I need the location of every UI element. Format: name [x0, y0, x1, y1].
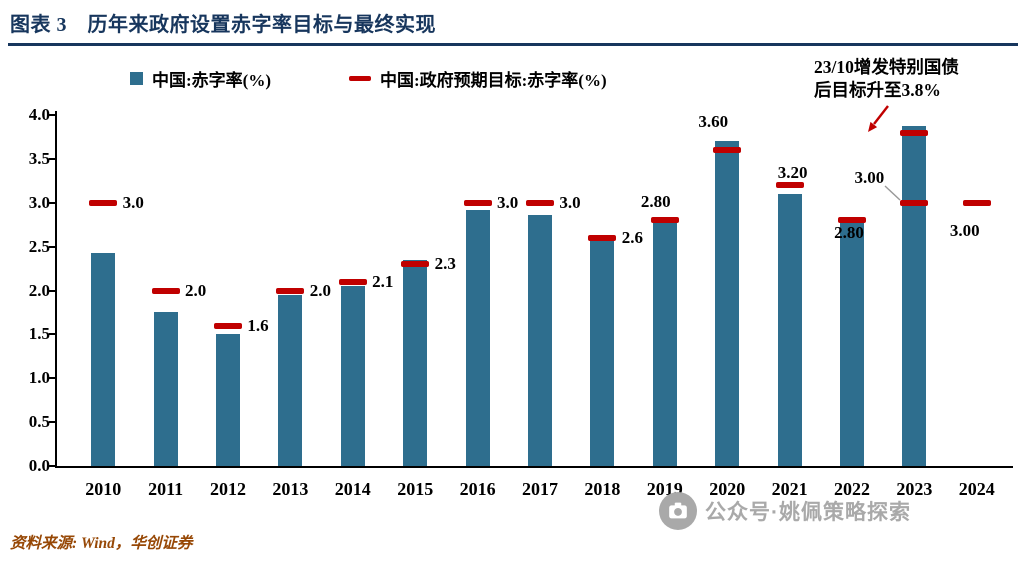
target-dash-2019 — [650, 217, 679, 224]
target-label-2010: 3.0 — [122, 192, 144, 212]
x-axis-label: 2014 — [334, 479, 371, 499]
bar-2017 — [528, 215, 552, 466]
target-label-2018: 2.6 — [621, 227, 644, 247]
figure-header: 图表 3 历年来政府设置赤字率目标与最终实现 — [8, 0, 1018, 46]
y-tick-label: 3.5 — [28, 148, 50, 168]
x-axis-label: 2018 — [584, 479, 621, 499]
annotation-line2: 后目标升至3.8% — [814, 80, 941, 100]
y-tick-label: 0.0 — [28, 456, 50, 475]
watermark: 公众号·姚佩策略探索 — [659, 492, 911, 530]
x-axis-label: 2016 — [459, 479, 496, 499]
target-label-2017: 3.0 — [559, 192, 581, 212]
x-axis-label: 2021 — [771, 479, 808, 499]
watermark-text: 公众号·姚佩策略探索 — [705, 501, 911, 524]
revised-target-dash-2023 — [900, 129, 929, 136]
x-axis-label: 2011 — [148, 479, 184, 499]
target-dash-2010 — [89, 199, 118, 206]
bar-2018 — [590, 237, 615, 466]
y-tick-mark — [49, 114, 55, 116]
x-axis-label: 2012 — [210, 479, 246, 499]
x-axis-label: 2020 — [709, 479, 746, 499]
y-tick-label: 4.0 — [28, 105, 50, 124]
annotation-note: 23/10增发特别国债 后目标升至3.8% — [814, 56, 959, 102]
bar-2021 — [777, 193, 802, 466]
y-tick-label: 0.5 — [28, 412, 50, 432]
legend-item-target: 中国:政府预期目标:赤字率(%) — [348, 66, 607, 91]
bar-2016 — [465, 209, 490, 466]
target-dash-2016 — [463, 199, 492, 206]
x-axis-label: 2017 — [522, 479, 558, 499]
target-label-2019: 2.80 — [640, 192, 671, 212]
target-label-2023: 3.00 — [854, 167, 885, 187]
annotation-line1: 23/10增发特别国债 — [814, 57, 959, 77]
y-tick-label: 1.5 — [28, 324, 50, 344]
target-dash-2014 — [338, 278, 367, 285]
camera-icon — [659, 492, 697, 530]
target-dash-2021 — [775, 182, 804, 189]
x-axis-label: 2010 — [85, 479, 122, 499]
target-label-2024: 3.00 — [949, 220, 980, 240]
bar-2015 — [403, 259, 428, 466]
legend-label-target: 中国:政府预期目标:赤字率(%) — [379, 71, 607, 90]
target-label-2020: 3.60 — [698, 112, 729, 132]
bar-2011 — [153, 312, 178, 466]
x-axis-line — [55, 466, 1013, 468]
target-label-2014: 2.1 — [372, 271, 394, 291]
target-dash-2017 — [526, 199, 554, 206]
y-tick-mark — [49, 157, 55, 160]
bar-2014 — [340, 286, 365, 466]
target-dash-2024 — [962, 199, 991, 206]
target-dash-2012 — [214, 322, 242, 329]
target-dash-2018 — [588, 234, 617, 241]
target-label-2022: 2.80 — [834, 223, 864, 243]
target-label-2013: 2.0 — [309, 280, 332, 300]
y-tick-mark — [49, 289, 55, 292]
x-axis-label: 2015 — [397, 479, 434, 499]
y-tick-mark — [49, 333, 55, 336]
bar-2013 — [278, 294, 303, 466]
target-dash-2023 — [900, 199, 929, 206]
target-dash-2015 — [401, 261, 430, 268]
dash-swatch-icon — [348, 76, 371, 81]
legend: 中国:赤字率(%) 中国:政府预期目标:赤字率(%) — [130, 66, 607, 91]
data-source: 资料来源: Wind，华创证券 — [10, 535, 193, 552]
bar-2023 — [902, 126, 927, 466]
bar-2019 — [652, 222, 677, 466]
bar-2020 — [715, 141, 740, 466]
target-label-2015: 2.3 — [434, 254, 456, 274]
target-dash-2022 — [838, 217, 866, 224]
bar-swatch-icon — [130, 72, 143, 85]
x-axis-label: 2023 — [896, 479, 933, 499]
target-label-2011: 2.0 — [184, 280, 207, 300]
y-axis-line — [55, 111, 57, 468]
y-tick-mark — [49, 245, 55, 248]
x-axis-label: 2024 — [958, 479, 995, 499]
y-tick-label: 2.5 — [28, 236, 50, 256]
bar-2022 — [840, 222, 864, 466]
legend-label-actual: 中国:赤字率(%) — [152, 71, 271, 90]
y-tick-mark — [49, 201, 55, 204]
y-tick-mark — [49, 465, 55, 467]
y-tick-mark — [49, 377, 55, 380]
target-label-2021: 3.20 — [777, 163, 808, 183]
target-dash-2013 — [276, 287, 305, 294]
y-tick-label: 2.0 — [28, 280, 50, 300]
y-tick-label: 1.0 — [28, 368, 50, 388]
legend-item-actual: 中国:赤字率(%) — [130, 66, 271, 91]
target-dash-2020 — [713, 147, 742, 154]
target-label-2016: 3.0 — [496, 192, 519, 212]
x-axis-label: 2022 — [834, 479, 870, 499]
target-dash-2011 — [151, 287, 180, 294]
y-tick-label: 3.0 — [28, 192, 50, 212]
figure-title: 图表 3 历年来政府设置赤字率目标与最终实现 — [10, 14, 436, 36]
x-axis-label: 2013 — [272, 479, 309, 499]
target-label-2012: 1.6 — [247, 315, 269, 335]
y-tick-mark — [49, 421, 55, 424]
bar-2010 — [91, 252, 116, 466]
bar-2012 — [216, 334, 240, 466]
